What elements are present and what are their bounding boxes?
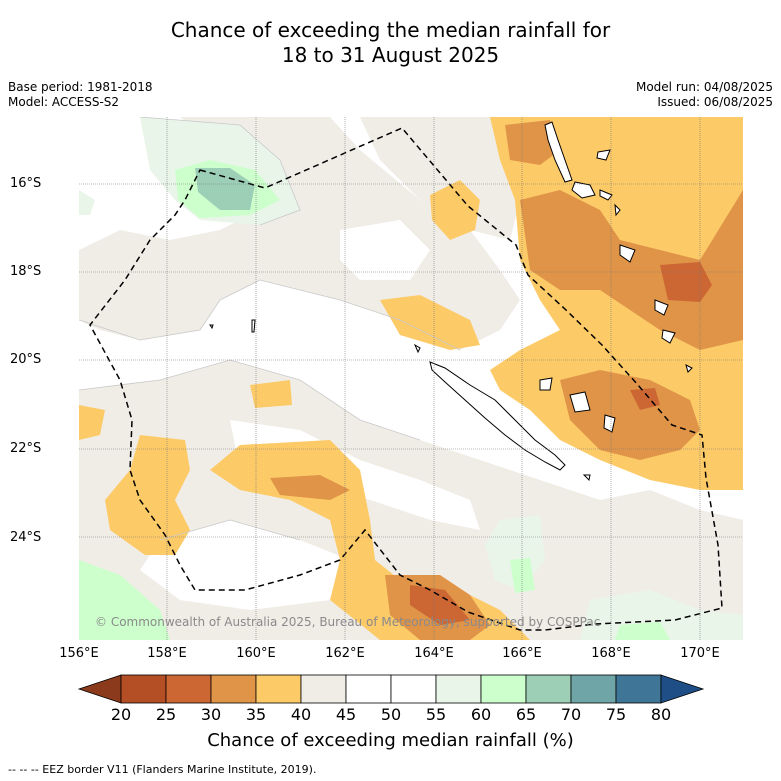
colorbar-swatch	[255, 674, 302, 704]
colorbar-tick-label: 50	[380, 705, 402, 724]
copyright-notice: © Commonwealth of Australia 2025, Bureau…	[95, 615, 601, 629]
colorbar-swatch	[165, 674, 212, 704]
darker-orange-east-1	[520, 190, 743, 350]
orange-patch-4	[79, 405, 105, 440]
lat-label-18s: 18°S	[10, 264, 42, 279]
colorbar-tick-label: 70	[560, 705, 582, 724]
meta-left: Base period: 1981-2018 Model: ACCESS-S2	[8, 80, 153, 110]
orange-patch-5	[105, 435, 190, 555]
colorbar-swatch	[570, 674, 617, 704]
lon-label-156e: 156°E	[59, 646, 99, 661]
colorbar-tick-label: 65	[515, 705, 537, 724]
teal-patch	[195, 168, 255, 210]
colorbar-tick-label: 30	[200, 705, 222, 724]
map-field	[79, 117, 743, 640]
lon-label-170e: 170°E	[680, 646, 720, 661]
map-title: Chance of exceeding the median rainfall …	[0, 18, 781, 68]
lon-label-168e: 168°E	[591, 646, 631, 661]
green-patch-west	[79, 190, 95, 215]
lat-label-24s: 24°S	[10, 530, 42, 545]
colorbar-swatch	[210, 674, 257, 704]
title-line-1: Chance of exceeding the median rainfall …	[170, 18, 611, 42]
orange-patch-2	[380, 295, 480, 350]
lon-label-166e: 166°E	[502, 646, 542, 661]
lat-label-20s: 20°S	[10, 352, 42, 367]
lon-label-158e: 158°E	[147, 646, 187, 661]
white-region-southwest	[140, 520, 350, 610]
colorbar-tick-label: 45	[335, 705, 357, 724]
lat-label-22s: 22°S	[10, 441, 42, 456]
colorbar-swatch	[525, 674, 572, 704]
small-islands	[209, 149, 693, 482]
colorbar-swatch	[345, 674, 392, 704]
model-run: Model run: 04/08/2025	[635, 80, 773, 94]
colorbar-swatch	[300, 674, 347, 704]
darker-orange-east-2	[560, 370, 700, 460]
model-name: Model: ACCESS-S2	[8, 95, 120, 109]
colorbar-tick-label: 35	[245, 705, 267, 724]
colorbar-tick-label: 60	[470, 705, 492, 724]
lon-label-164e: 164°E	[414, 646, 454, 661]
orange-patch-3	[250, 380, 292, 408]
beige-region-top	[360, 117, 520, 240]
colorbar	[77, 674, 705, 704]
vanuatu-north-island	[544, 121, 573, 183]
lon-label-162e: 162°E	[325, 646, 365, 661]
colorbar-extend-low	[77, 674, 122, 704]
colorbar-swatch	[435, 674, 482, 704]
colorbar-extend-high	[660, 674, 705, 704]
new-caledonia-island	[429, 361, 566, 471]
green-region-southwest	[79, 560, 170, 640]
issued-date: Issued: 06/08/2025	[657, 95, 773, 109]
contour-lines	[79, 117, 461, 541]
colorbar-swatch	[390, 674, 437, 704]
vanuatu-island-2	[571, 181, 596, 199]
red-orange-east-2	[630, 388, 660, 410]
beige-region-north	[79, 117, 520, 350]
white-patch-north	[340, 220, 430, 280]
meta-right: Model run: 04/08/2025 Issued: 06/08/2025	[636, 80, 773, 110]
colorbar-tick-label: 80	[650, 705, 672, 724]
base-period: Base period: 1981-2018	[8, 80, 153, 94]
orange-patch-1	[430, 180, 480, 240]
lon-label-160e: 160°E	[236, 646, 276, 661]
lat-label-16s: 16°S	[10, 176, 42, 191]
title-line-2: 18 to 31 August 2025	[281, 43, 500, 67]
colorbar-tick-label: 40	[290, 705, 312, 724]
colorbar-tick-label: 20	[110, 705, 132, 724]
light-green-south-2	[615, 622, 670, 640]
colorbar-swatch	[120, 674, 167, 704]
colorbar-tick-label: 55	[425, 705, 447, 724]
colorbar-title: Chance of exceeding median rainfall (%)	[207, 730, 574, 751]
colorbar-swatch	[615, 674, 662, 704]
colorbar-tick-label: 75	[605, 705, 627, 724]
gridlines	[79, 117, 743, 640]
eez-footnote: -- -- -- EEZ border V11 (Flanders Marine…	[8, 763, 317, 776]
light-green-south-1	[510, 558, 535, 593]
colorbar-swatch	[480, 674, 527, 704]
darker-orange-patch-6	[270, 475, 350, 500]
colorbar-tick-label: 25	[155, 705, 177, 724]
red-orange-patch-7	[410, 585, 470, 625]
eez-border	[89, 127, 723, 631]
